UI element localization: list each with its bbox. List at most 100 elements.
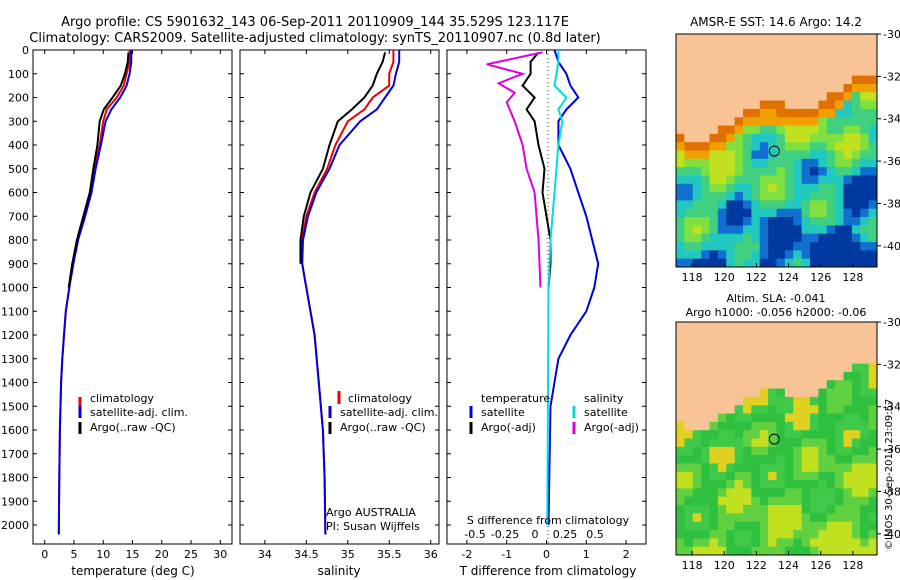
map-cell xyxy=(793,200,803,210)
map-cell xyxy=(860,158,870,168)
x-tick-label: -1 xyxy=(501,548,512,561)
map-cell xyxy=(851,175,861,185)
map-cell xyxy=(684,405,694,415)
map-cell xyxy=(701,75,711,85)
map-cell xyxy=(860,133,870,143)
legend-argo: Argo(..raw -QC) xyxy=(340,421,426,434)
depth-tick-label: 0 xyxy=(22,44,29,57)
map-cell xyxy=(843,380,853,390)
map-cell xyxy=(851,133,861,143)
map-cell xyxy=(692,513,702,523)
map-cell xyxy=(751,233,761,243)
map-cell xyxy=(843,208,853,218)
map-cell xyxy=(759,463,769,473)
map-cell xyxy=(868,421,878,431)
x-tick-label: 34.5 xyxy=(294,548,319,561)
map-cell xyxy=(751,242,761,251)
map-cell xyxy=(851,125,861,135)
map-cell xyxy=(726,496,736,506)
map-cell xyxy=(860,242,870,251)
map-cell xyxy=(751,117,761,127)
map-cell xyxy=(726,505,736,514)
map-cell xyxy=(784,322,794,331)
map-cell xyxy=(801,330,811,340)
depth-tick-label: 2000 xyxy=(1,519,29,532)
map-cell xyxy=(801,250,811,260)
temperature-frame xyxy=(32,49,233,545)
map-cell xyxy=(734,380,744,390)
map-cell xyxy=(701,258,711,268)
map-cell xyxy=(818,67,828,77)
map-cell xyxy=(826,67,836,77)
map-cell xyxy=(851,208,861,218)
map-cell xyxy=(776,183,786,193)
map-cell xyxy=(801,50,811,60)
map-cell xyxy=(759,67,769,77)
map-cell xyxy=(717,438,727,448)
map-cell xyxy=(709,258,719,268)
map-cell xyxy=(826,242,836,251)
map-cell xyxy=(860,150,870,160)
map-cell xyxy=(676,471,685,481)
map-cell xyxy=(818,50,828,60)
map-cell xyxy=(734,405,744,415)
map-cell xyxy=(868,92,878,102)
map-cell xyxy=(868,496,878,506)
map-cell xyxy=(793,34,803,43)
map-cell xyxy=(759,133,769,143)
lon-tick-label: 118 xyxy=(682,271,703,284)
map-cell xyxy=(818,363,828,373)
map-cell xyxy=(793,505,803,514)
map-cell xyxy=(851,217,861,226)
map-cell xyxy=(851,471,861,481)
map-cell xyxy=(717,108,727,118)
map-cell xyxy=(818,75,828,85)
map-cell xyxy=(860,42,870,52)
map-cell xyxy=(751,322,761,331)
s-difference-label: S difference from climatology xyxy=(467,514,630,527)
map-cell xyxy=(818,396,828,406)
map-cell xyxy=(743,413,752,423)
map-cell xyxy=(759,471,769,481)
legend-t-argo: Argo(-adj) xyxy=(481,421,536,434)
map-cell xyxy=(793,150,803,160)
map-cell xyxy=(684,200,694,210)
map-cell xyxy=(810,338,819,348)
map-cell xyxy=(768,183,778,193)
map-cell xyxy=(860,546,870,556)
map-cell xyxy=(751,421,761,431)
map-cell xyxy=(676,125,685,135)
map-cell xyxy=(684,142,694,151)
map-cell xyxy=(717,346,727,356)
map-cell xyxy=(793,158,803,168)
map-cell xyxy=(692,34,702,43)
map-cell xyxy=(734,117,744,127)
map-cell xyxy=(734,513,744,523)
map-cell xyxy=(751,330,761,340)
lat-tick-label: -30 xyxy=(883,316,900,329)
map-cell xyxy=(768,42,778,52)
map-cell xyxy=(709,505,719,514)
map-cell xyxy=(851,363,861,373)
map-cell xyxy=(793,92,803,102)
map-cell xyxy=(810,530,819,539)
map-cell xyxy=(684,92,694,102)
sst-map-title: AMSR-E SST: 14.6 Argo: 14.2 xyxy=(690,15,862,29)
lat-tick-label: -40 xyxy=(883,240,900,253)
map-cell xyxy=(784,50,794,60)
map-cell xyxy=(709,50,719,60)
map-cell xyxy=(784,363,794,373)
t-difference-label: T difference from climatology xyxy=(459,564,637,578)
map-cell xyxy=(835,242,845,251)
map-cell xyxy=(835,150,845,160)
map-cell xyxy=(692,496,702,506)
map-cell xyxy=(776,546,786,556)
map-cell xyxy=(726,117,736,127)
map-cell xyxy=(709,133,719,143)
map-cell xyxy=(860,192,870,201)
map-cell xyxy=(751,530,761,539)
map-cell xyxy=(692,50,702,60)
map-cell xyxy=(709,430,719,439)
map-cell xyxy=(810,92,819,102)
map-cell xyxy=(801,67,811,77)
